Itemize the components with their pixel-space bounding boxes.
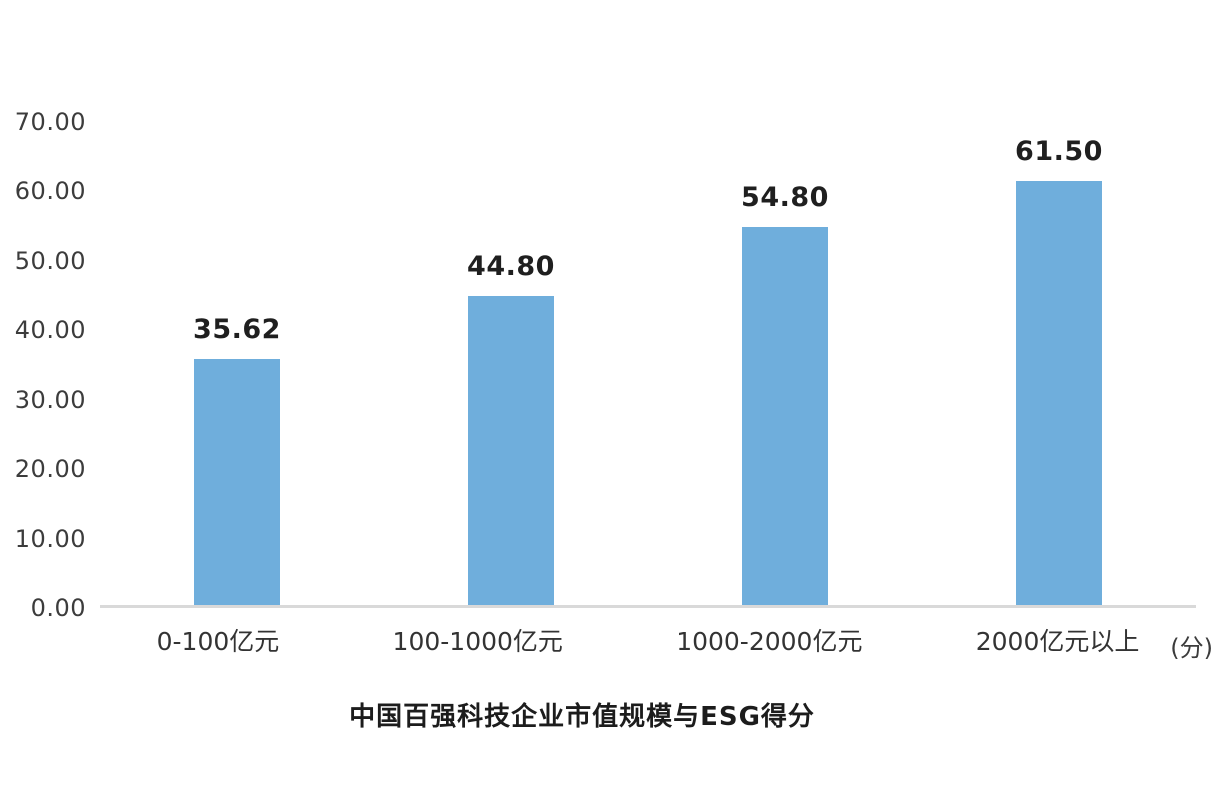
bar-value-label: 54.80 (741, 181, 829, 213)
bar (742, 226, 828, 605)
y-axis-unit-label: (分) (1170, 634, 1213, 662)
y-tick-label: 30.00 (14, 385, 86, 414)
bar (1016, 180, 1102, 605)
x-axis-labels: 0-100亿元 100-1000亿元 1000-2000亿元 2000亿元以上 (100, 622, 1196, 658)
y-tick-label: 10.00 (14, 524, 86, 553)
y-axis: 70.00 60.00 50.00 40.00 30.00 20.00 10.00 0.00 (0, 108, 88, 622)
bar-value-label: 61.50 (1015, 135, 1103, 167)
bar-group: 54.80 (741, 122, 829, 605)
y-tick-label: 60.00 (14, 177, 86, 206)
bar-group: 61.50 (1015, 122, 1103, 605)
bar (468, 295, 554, 605)
bar-group: 44.80 (467, 122, 555, 605)
y-tick-label: 20.00 (14, 455, 86, 484)
bar-value-label: 35.62 (193, 314, 281, 346)
title-row: 中国百强科技企业市值规模与ESG得分 (0, 696, 1164, 733)
y-tick-label: 40.00 (14, 316, 86, 345)
plot-area: 35.62 44.80 54.80 61.50 (100, 122, 1196, 608)
x-category-label: 0-100亿元 (156, 627, 280, 656)
x-category-label: 1000-2000亿元 (676, 627, 863, 656)
bar-group: 35.62 (193, 122, 281, 605)
bar (194, 359, 280, 605)
x-category-label: 100-1000亿元 (392, 627, 563, 656)
y-tick-label: 0.00 (30, 594, 86, 622)
bar-value-label: 44.80 (467, 250, 555, 282)
bars-container: 35.62 44.80 54.80 61.50 (100, 122, 1196, 605)
y-tick-label: 70.00 (14, 108, 86, 136)
x-category-label: 2000亿元以上 (975, 627, 1140, 656)
y-tick-label: 50.00 (14, 246, 86, 275)
chart-title: 中国百强科技企业市值规模与ESG得分 (349, 702, 815, 732)
